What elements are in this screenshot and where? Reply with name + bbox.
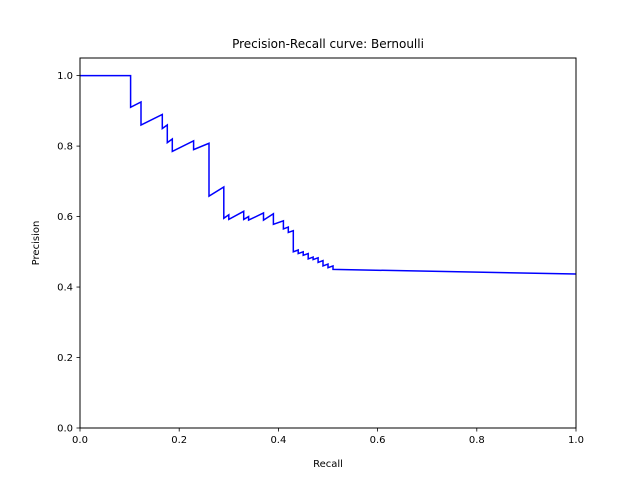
x-tick-label: 0.4: [270, 435, 286, 446]
y-tick-label: 0.6: [57, 212, 73, 223]
y-tick-label: 0.2: [57, 353, 73, 364]
x-tick-label: 0.0: [72, 435, 88, 446]
x-tick-label: 0.6: [370, 435, 386, 446]
chart-title: Precision-Recall curve: Bernoulli: [232, 37, 424, 51]
x-tick-label: 1.0: [568, 435, 584, 446]
y-tick-label: 0.4: [57, 283, 73, 294]
x-tick-label: 0.8: [469, 435, 485, 446]
ticks-layer: 0.0 0.2 0.4 0.6 0.8 1.0 0.0 0.2 0.4 0.6 0.8 1.0: [57, 71, 584, 446]
y-tick-label: 0.0: [57, 424, 73, 435]
plot-layer: [80, 74, 577, 275]
y-axis-label: Precision: [31, 221, 42, 266]
y-tick-label: 0.8: [57, 142, 73, 153]
series-line-0: [80, 74, 577, 275]
x-tick-label: 0.2: [171, 435, 187, 446]
x-axis-label: Recall: [313, 459, 343, 470]
axes-frame: [79, 57, 577, 429]
y-tick-label: 1.0: [57, 71, 73, 82]
